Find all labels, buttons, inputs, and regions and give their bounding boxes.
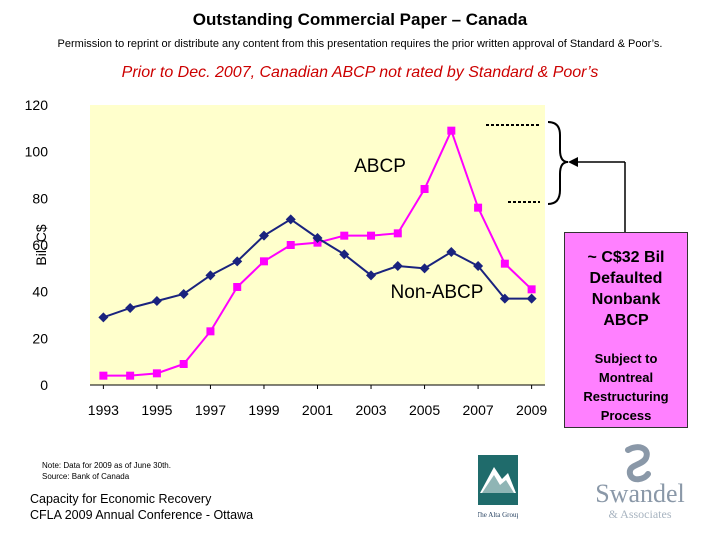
alta-group-logo: The Alta Group [478,455,518,519]
callout-headline: ~ C$32 Bil Defaulted Nonbank ABCP [587,249,665,329]
non-abcp-point [285,214,296,225]
abcp-point [233,283,242,291]
non-abcp-point [473,261,484,271]
non-abcp-point [258,230,269,241]
page-subtitle: Prior to Dec. 2007, Canadian ABCP not ra… [121,64,599,81]
abcp-point [393,229,402,238]
abcp-point [179,360,188,368]
abcp-point [286,241,295,249]
x-tick-label: 2007 [463,402,494,418]
swandel-logo-text: Swandel [595,479,685,508]
y-tick-label: 0 [40,377,48,393]
x-tick-label: 1999 [248,402,279,418]
footer-text: Capacity for Economic Recovery CFLA 2009… [30,491,253,523]
abcp-point [259,257,268,266]
note-line: Note: Data for 2009 as of June 30th. [42,461,171,470]
non-abcp-point [178,289,189,299]
y-tick-label: 100 [25,144,49,160]
page-title: Outstanding Commercial Paper – Canada [192,10,528,29]
x-tick-label: 2005 [409,402,440,418]
non-abcp-point [526,293,537,304]
series-label-abcp: ABCP [354,156,406,177]
abcp-point [99,371,108,380]
abcp-point [527,285,536,294]
x-tick-label: 2003 [355,402,386,418]
x-tick-label: 1993 [88,402,119,418]
non-abcp-point [151,296,162,306]
swandel-logo: Swandel & Associates [595,444,685,521]
non-abcp-point [339,249,350,260]
abcp-point [474,203,483,212]
swandel-logo-subtext: & Associates [609,507,672,521]
non-abcp-point [232,256,243,267]
non-abcp-point [419,263,430,274]
y-tick-label: 20 [32,330,48,346]
non-abcp-point [392,261,403,271]
permission-notice: Permission to reprint or distribute any … [57,38,663,50]
non-abcp-point [312,233,323,243]
y-tick-label: 60 [32,237,48,253]
swan-icon [625,444,651,483]
source-line: Source: Bank of Canada [42,472,130,481]
abcp-point [152,369,161,378]
abcp-point [447,126,456,135]
x-tick-label: 2009 [516,402,547,418]
defaulted-abcp-callout: ~ C$32 Bil Defaulted Nonbank ABCP Subjec… [564,232,688,428]
alta-logo-text: The Alta Group [478,511,518,519]
arrowhead-icon [568,157,578,167]
abcp-point [206,327,215,336]
non-abcp-point [499,293,510,304]
non-abcp-point [125,303,136,313]
y-tick-label: 80 [32,190,48,206]
x-tick-label: 1995 [141,402,172,418]
abcp-point [420,185,429,193]
footer-line: CFLA 2009 Annual Conference - Ottawa [30,508,254,522]
y-tick-label: 120 [25,97,49,113]
abcp-point [126,371,135,380]
abcp-point [500,259,509,268]
non-abcp-point [366,270,377,281]
chart-notes: Note: Data for 2009 as of June 30th. Sou… [42,460,171,482]
non-abcp-point [446,247,457,257]
non-abcp-point [98,312,109,323]
non-abcp-point [205,270,216,281]
x-tick-label: 1997 [195,402,226,418]
series-label-non-abcp: Non-ABCP [391,282,484,303]
y-axis-label: Bil. C$ [33,224,49,265]
y-tick-label: 40 [32,284,48,300]
mountain-shadow-icon [482,475,514,493]
footer-line: Capacity for Economic Recovery [30,492,212,506]
callout-detail: Subject to Montreal Restructuring Proces… [583,351,669,423]
x-tick-label: 2001 [302,402,333,418]
abcp-point [367,231,376,240]
abcp-point [340,231,349,240]
bracket-shape [547,121,569,205]
